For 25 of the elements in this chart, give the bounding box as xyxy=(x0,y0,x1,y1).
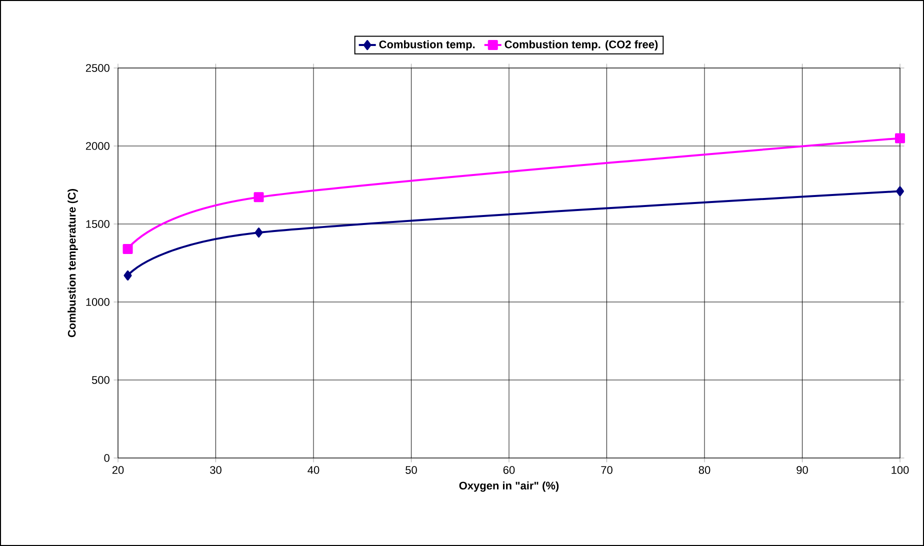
x-tick-label: 20 xyxy=(112,466,124,474)
x-tick-label: 60 xyxy=(503,466,515,474)
y-tick-label: 500 xyxy=(92,376,110,384)
x-axis-title: Oxygen in "air" (%) xyxy=(459,481,559,492)
legend-label: Combustion temp. xyxy=(379,40,475,50)
x-tick-label: 50 xyxy=(406,466,417,474)
x-tick-label: 30 xyxy=(210,466,222,474)
point xyxy=(254,228,263,238)
point xyxy=(895,133,906,144)
y-tick-label: 1000 xyxy=(86,298,110,306)
x-tick-label: 90 xyxy=(796,466,808,474)
y-tick-label: 1500 xyxy=(86,220,110,228)
point xyxy=(122,244,133,254)
y-axis-title: Combustion temperature (C) xyxy=(68,189,78,338)
point xyxy=(254,192,264,202)
legend-label: Combustion temp. (CO2 free) xyxy=(504,40,658,50)
point xyxy=(896,186,904,196)
x-tick-label: 70 xyxy=(601,466,612,474)
x-tick-label: 40 xyxy=(308,466,320,474)
x-tick-label: 100 xyxy=(892,466,909,474)
y-tick-label: 2000 xyxy=(86,142,110,150)
y-tick-label: 0 xyxy=(104,454,110,462)
point xyxy=(124,270,132,280)
y-tick-label: 2500 xyxy=(86,64,110,72)
x-tick-label: 80 xyxy=(698,466,710,474)
